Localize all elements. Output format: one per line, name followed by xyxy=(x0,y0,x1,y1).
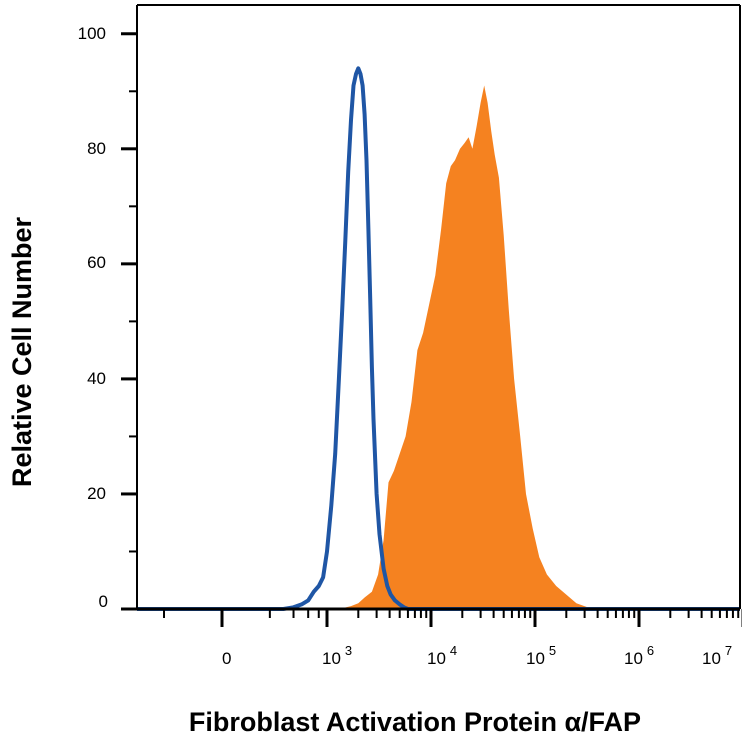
plot-marks xyxy=(137,66,740,611)
axes xyxy=(121,4,742,627)
y-axis-title: Relative Cell Number xyxy=(7,216,37,487)
x-axis-title: Fibroblast Activation Protein α/FAP xyxy=(189,707,641,737)
x-tick-label: 0 xyxy=(222,649,231,668)
y-tick-label: 100 xyxy=(78,24,106,43)
x-tick-labels: 0 10 3 10 4 10 5 10 6 10 7 xyxy=(222,643,732,668)
y-tick-label: 80 xyxy=(87,139,106,158)
x-tick-label: 10 6 xyxy=(624,643,654,668)
y-tick-labels: 100 80 60 40 20 0 xyxy=(78,24,108,611)
histogram-control-line xyxy=(137,66,740,611)
x-tick-label: 10 3 xyxy=(322,643,352,668)
y-tick-label: 60 xyxy=(87,253,106,272)
y-tick-label: 20 xyxy=(87,484,106,503)
y-tick-label: 40 xyxy=(87,369,106,388)
y-tick-label: 0 xyxy=(99,592,108,611)
histogram-filled-series xyxy=(293,85,598,609)
x-tick-label: 10 4 xyxy=(427,643,457,668)
x-tick-label: 10 7 xyxy=(702,643,732,668)
x-tick-label: 10 5 xyxy=(526,643,556,668)
